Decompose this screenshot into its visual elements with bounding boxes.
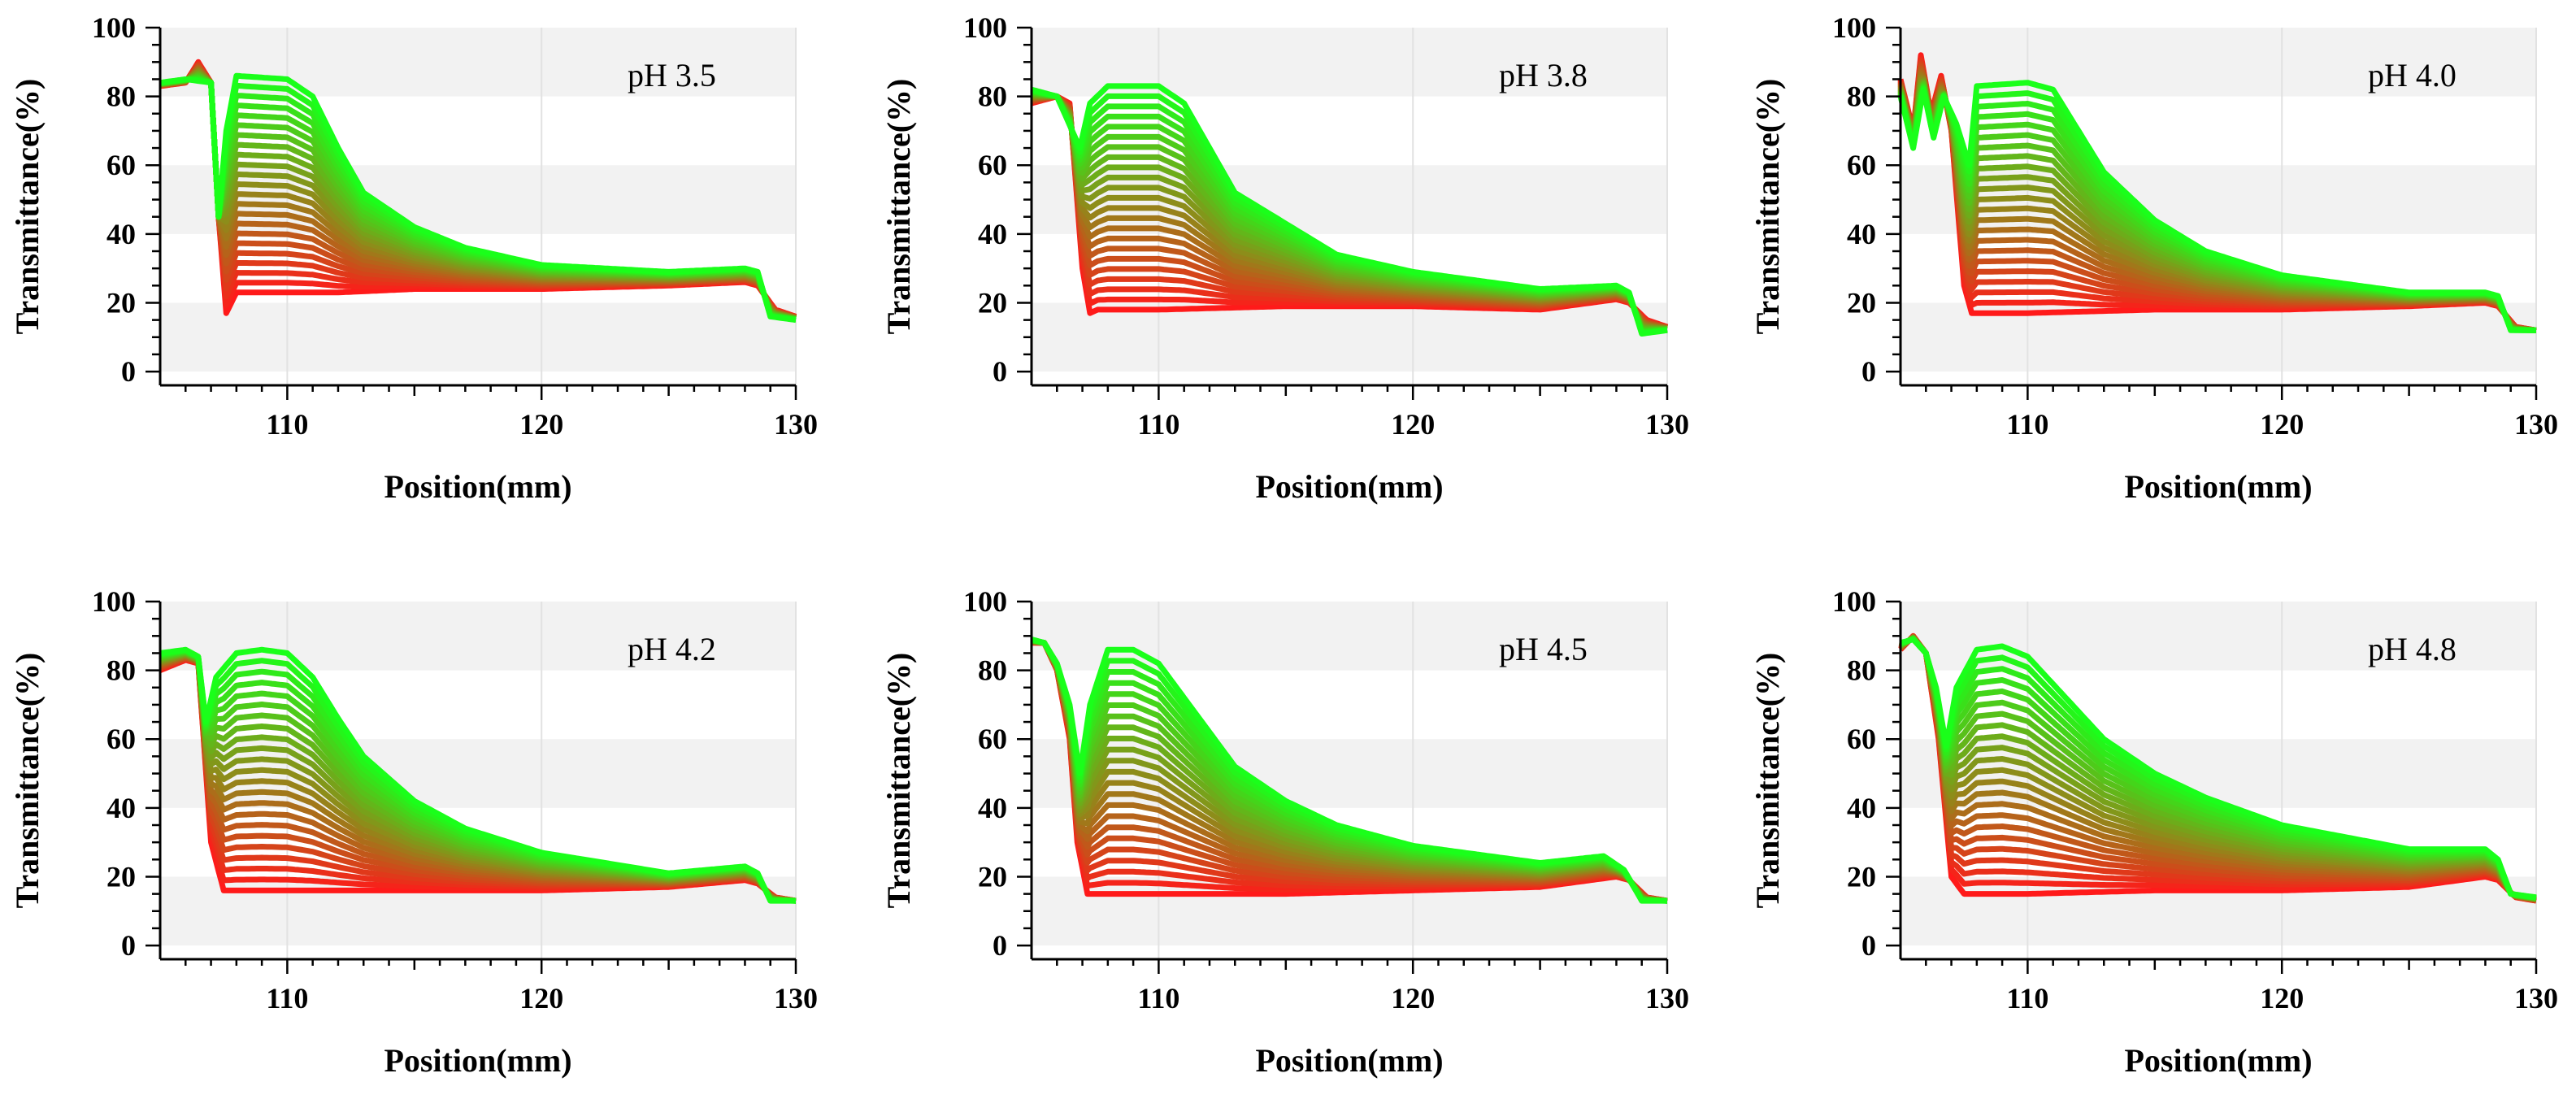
- chart-panel-1: 0 20 40 60 80 100 110 120 130 Position(mm) Transmi…: [9, 11, 818, 505]
- x-axis-title: Position(mm): [1255, 1042, 1443, 1079]
- profile-curves: [1898, 632, 2537, 904]
- x-tick-label: 130: [1645, 408, 1689, 441]
- x-axis-title: Position(mm): [2124, 468, 2312, 505]
- ph-annotation: pH 4.5: [1499, 631, 1588, 667]
- x-tick-label: 110: [1137, 982, 1179, 1015]
- y-tick-label: 0: [1861, 355, 1876, 388]
- grid-band: [1032, 602, 1667, 671]
- ph-annotation: pH 4.2: [628, 631, 716, 667]
- y-tick-label: 20: [978, 286, 1007, 319]
- y-tick-label: 0: [1861, 929, 1876, 962]
- y-tick-label: 100: [92, 585, 136, 618]
- profile-curves: [159, 59, 797, 324]
- y-tick-label: 20: [1847, 860, 1876, 893]
- y-tick-label: 20: [106, 286, 136, 319]
- profile-curves: [159, 646, 797, 904]
- y-tick-label: 0: [121, 929, 136, 962]
- ph-annotation: pH 3.5: [628, 57, 716, 93]
- ph-annotation: pH 3.8: [1499, 57, 1588, 93]
- chart-panel-6: 0 20 40 60 80 100 110 120 130 Position(mm) Transmi…: [1749, 585, 2558, 1079]
- x-axis-title: Position(mm): [2124, 1042, 2312, 1079]
- profile-curves: [1031, 637, 1668, 904]
- y-axis-title: Transmittance(%): [9, 79, 46, 335]
- x-tick-label: 130: [2514, 982, 2558, 1015]
- y-tick-label: 80: [106, 80, 136, 113]
- series-late-line: [159, 72, 797, 324]
- y-tick-label: 100: [963, 11, 1007, 44]
- y-tick-label: 40: [978, 792, 1007, 824]
- y-tick-label: 40: [106, 218, 136, 250]
- y-tick-label: 20: [1847, 286, 1876, 319]
- y-tick-label: 60: [978, 149, 1007, 181]
- x-axis-title: Position(mm): [384, 1042, 571, 1079]
- chart-panel-3: 0 20 40 60 80 100 110 120 130 Position(mm) Transmi…: [1749, 11, 2558, 505]
- y-tick-label: 100: [963, 585, 1007, 618]
- x-tick-label: 130: [774, 408, 818, 441]
- y-tick-label: 40: [1847, 792, 1876, 824]
- y-axis-title: Transmittance(%): [880, 653, 917, 909]
- x-tick-label: 110: [2006, 408, 2048, 441]
- y-tick-label: 60: [978, 723, 1007, 755]
- y-tick-label: 40: [1847, 218, 1876, 250]
- x-tick-label: 110: [266, 408, 308, 441]
- x-tick-label: 120: [2260, 982, 2304, 1015]
- y-axis-title: Transmittance(%): [9, 653, 46, 909]
- profile-curves: [1897, 52, 2537, 333]
- x-tick-label: 130: [774, 982, 818, 1015]
- y-tick-label: 40: [106, 792, 136, 824]
- y-axis-title: Transmittance(%): [880, 79, 917, 335]
- series-late-line: [1897, 80, 2537, 333]
- y-tick-label: 60: [1847, 149, 1876, 181]
- y-axis-title: Transmittance(%): [1749, 79, 1786, 335]
- x-tick-label: 110: [266, 982, 308, 1015]
- y-tick-label: 80: [1847, 80, 1876, 113]
- y-tick-label: 80: [978, 80, 1007, 113]
- grid-band: [1032, 302, 1667, 372]
- y-tick-label: 0: [993, 929, 1007, 962]
- x-tick-label: 110: [2006, 982, 2048, 1015]
- y-tick-label: 40: [978, 218, 1007, 250]
- y-tick-label: 60: [1847, 723, 1876, 755]
- y-tick-label: 60: [106, 723, 136, 755]
- x-tick-label: 130: [2514, 408, 2558, 441]
- ph-annotation: pH 4.0: [2368, 57, 2457, 93]
- x-tick-label: 120: [1391, 982, 1435, 1015]
- chart-panel-5: 0 20 40 60 80 100 110 120 130 Position(mm) Transmi…: [880, 585, 1689, 1079]
- grid-band: [160, 302, 796, 372]
- x-axis-title: Position(mm): [384, 468, 571, 505]
- y-tick-label: 0: [121, 355, 136, 388]
- chart-panel-4: 0 20 40 60 80 100 110 120 130 Position(mm) Transmi…: [9, 585, 818, 1079]
- y-tick-label: 20: [106, 860, 136, 893]
- y-tick-label: 60: [106, 149, 136, 181]
- y-tick-label: 0: [993, 355, 1007, 388]
- x-tick-label: 120: [519, 408, 563, 441]
- y-tick-label: 80: [1847, 654, 1876, 687]
- x-tick-label: 130: [1645, 982, 1689, 1015]
- y-tick-label: 20: [978, 860, 1007, 893]
- y-tick-label: 100: [1832, 11, 1876, 44]
- x-axis-title: Position(mm): [1255, 468, 1443, 505]
- series-late-line: [159, 646, 797, 904]
- ph-annotation: pH 4.8: [2368, 631, 2457, 667]
- profile-curves: [1031, 83, 1669, 337]
- x-tick-label: 110: [1137, 408, 1179, 441]
- y-tick-label: 80: [106, 654, 136, 687]
- chart-panel-2: 0 20 40 60 80 100 110 120 130 Position(mm) Transmi…: [880, 11, 1689, 505]
- y-tick-label: 100: [1832, 585, 1876, 618]
- series-late-line: [1031, 83, 1668, 337]
- x-tick-label: 120: [519, 982, 563, 1015]
- x-tick-label: 120: [2260, 408, 2304, 441]
- y-tick-label: 100: [92, 11, 136, 44]
- y-tick-label: 80: [978, 654, 1007, 687]
- y-axis-title: Transmittance(%): [1749, 653, 1786, 909]
- series-late-line: [1031, 637, 1668, 904]
- x-tick-label: 120: [1391, 408, 1435, 441]
- series-late-line: [1900, 637, 2537, 901]
